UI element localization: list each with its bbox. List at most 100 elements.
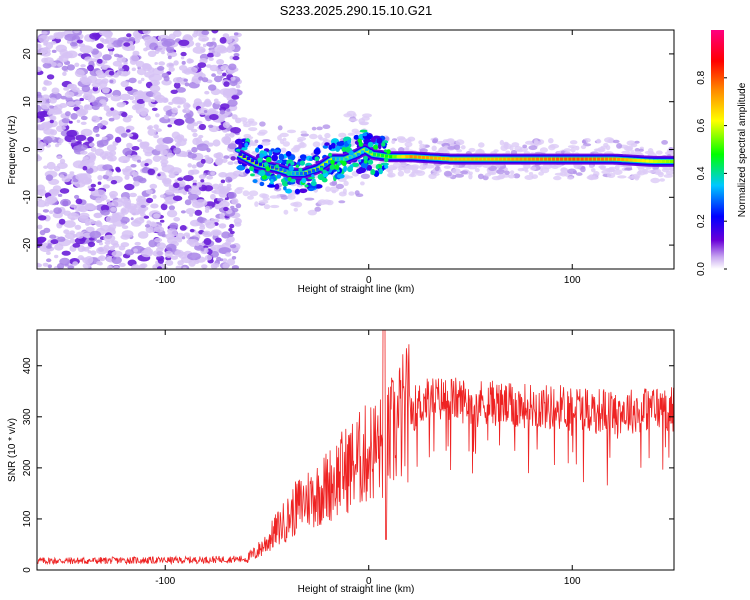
noise-speckle	[118, 262, 126, 267]
noise-speckle	[63, 87, 70, 91]
signal-blob	[360, 162, 369, 169]
signal-blob	[376, 137, 383, 144]
halo-speckle	[316, 126, 323, 131]
noise-speckle	[187, 252, 201, 261]
noise-speckle	[61, 250, 71, 256]
noise-speckle	[117, 198, 122, 203]
halo-speckle	[522, 144, 528, 149]
noise-speckle	[63, 220, 76, 228]
noise-speckle	[126, 154, 132, 159]
noise-speckle	[96, 143, 105, 148]
halo-speckle	[513, 173, 521, 179]
noise-speckle	[155, 144, 165, 152]
signal-blob	[283, 186, 287, 191]
noise-speckle	[173, 60, 179, 66]
signal-blob	[310, 180, 317, 187]
halo-speckle	[514, 146, 523, 151]
noise-speckle	[37, 155, 41, 160]
halo-speckle	[591, 168, 596, 173]
noise-speckle	[37, 43, 42, 49]
signal-spot	[341, 147, 347, 152]
halo-speckle	[405, 145, 410, 151]
noise-speckle	[169, 229, 178, 237]
noise-speckle	[91, 116, 101, 123]
noise-speckle	[166, 62, 175, 68]
signal-blob	[324, 142, 330, 146]
noise-speckle	[155, 113, 160, 118]
signal-spot	[314, 156, 320, 162]
heatmap-noise-layer	[37, 30, 244, 269]
noise-speckle	[163, 38, 176, 47]
noise-speckle	[69, 238, 76, 244]
halo-speckle	[319, 136, 324, 141]
snr-y-tick-label: 0	[22, 567, 33, 573]
halo-speckle	[354, 130, 362, 135]
halo-speckle	[346, 110, 356, 117]
halo-speckle	[474, 168, 480, 173]
signal-spot	[288, 165, 294, 172]
noise-speckle	[210, 171, 216, 176]
noise-speckle	[171, 107, 178, 114]
signal-spot	[249, 166, 255, 172]
noise-speckle	[187, 153, 197, 159]
noise-speckle	[215, 152, 224, 160]
halo-speckle	[643, 168, 649, 175]
signal-spot	[373, 144, 379, 150]
noise-speckle	[191, 146, 198, 153]
noise-speckle	[46, 74, 55, 80]
noise-speckle	[136, 197, 142, 203]
noise-speckle	[66, 40, 72, 44]
signal-ridge-core	[657, 159, 662, 163]
noise-speckle	[123, 42, 131, 47]
signal-spot	[257, 157, 263, 163]
noise-speckle	[49, 210, 54, 215]
noise-speckle	[39, 229, 46, 236]
noise-speckle	[222, 121, 230, 129]
noise-speckle	[229, 244, 237, 249]
noise-speckle	[94, 189, 106, 197]
noise-speckle	[182, 108, 191, 114]
heatmap-x-tick-label: 0	[366, 275, 372, 286]
noise-speckle	[197, 107, 209, 115]
noise-speckle	[95, 133, 100, 137]
signal-ridge-core	[385, 154, 389, 158]
noise-speckle	[152, 90, 158, 94]
noise-speckle	[77, 255, 85, 261]
signal-blob	[347, 166, 353, 173]
noise-speckle	[229, 230, 235, 235]
heatmap-x-tick-label: -100	[155, 275, 175, 286]
noise-speckle	[111, 256, 122, 265]
signal-blob	[372, 135, 381, 139]
signal-ridge-core	[482, 157, 487, 161]
noise-speckle	[150, 98, 156, 103]
halo-speckle	[254, 201, 259, 207]
signal-spot	[381, 142, 386, 147]
noise-speckle	[87, 95, 96, 103]
noise-speckle	[159, 194, 166, 198]
noise-speckle	[144, 163, 149, 167]
noise-speckle	[110, 180, 118, 185]
noise-speckle	[49, 105, 54, 109]
signal-ridge-core	[617, 157, 621, 161]
noise-speckle	[78, 215, 89, 223]
halo-speckle	[354, 190, 360, 196]
noise-speckle	[91, 82, 101, 88]
noise-speckle	[60, 126, 66, 130]
noise-speckle	[231, 95, 240, 100]
halo-speckle	[311, 126, 317, 131]
noise-speckle	[74, 224, 82, 230]
noise-speckle	[97, 181, 102, 185]
halo-speckle	[419, 143, 426, 148]
signal-ridge-core	[299, 171, 303, 175]
signal-ridge-core	[608, 157, 613, 161]
halo-speckle	[359, 122, 369, 126]
noise-speckle	[75, 231, 84, 239]
signal-blob	[347, 139, 351, 145]
noise-speckle	[68, 120, 73, 124]
colorbar-tick-label: 0.0	[696, 262, 707, 276]
signal-spot	[258, 170, 265, 177]
halo-speckle	[665, 170, 674, 175]
noise-speckle	[64, 91, 75, 98]
halo-speckle	[283, 209, 289, 215]
halo-speckle	[325, 186, 331, 193]
